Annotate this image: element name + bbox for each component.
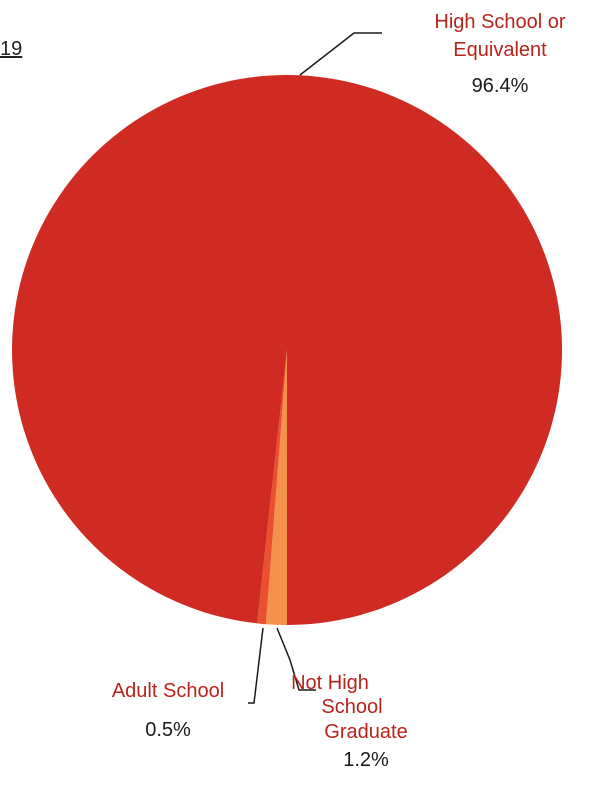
leader-line-high-school-or-equivalent [299,32,382,76]
value-label-high-school-or-equivalent: 96.4% [472,75,529,97]
leader-line-adult-school [248,627,264,704]
category-label-not-high-school-graduate: School [321,696,382,718]
pie-slice-high-school-or-equivalent [12,74,563,626]
value-label-not-high-school-graduate: 1.2% [343,749,389,771]
category-label-not-high-school-graduate: Graduate [324,721,407,743]
category-label-not-high-school-graduate: Not High [291,672,369,694]
category-label-high-school-or-equivalent: Equivalent [453,39,547,61]
pie-slice-adult-school [257,350,287,625]
value-label-adult-school: 0.5% [145,719,191,741]
pie-slice-not-high-school-graduate [265,350,287,625]
leader-line-not-high-school-graduate [276,627,316,691]
chart-title-fragment: 19 [0,38,23,60]
category-label-adult-school: Adult School [112,680,224,702]
category-label-high-school-or-equivalent: High School or [434,11,566,33]
